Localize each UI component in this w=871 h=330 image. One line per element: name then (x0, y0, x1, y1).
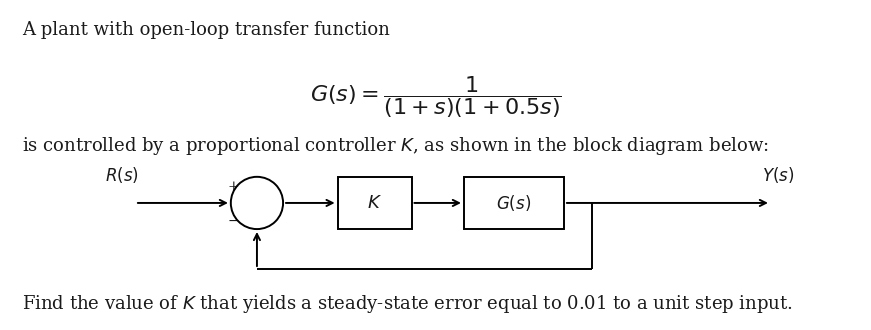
Text: $Y(s)$: $Y(s)$ (761, 165, 794, 185)
Text: $R(s)$: $R(s)$ (105, 165, 138, 185)
Text: is controlled by a proportional controller $K$, as shown in the block diagram be: is controlled by a proportional controll… (22, 135, 769, 157)
Text: $G(s) = \dfrac{1}{(1+s)(1+0.5s)}$: $G(s) = \dfrac{1}{(1+s)(1+0.5s)}$ (309, 74, 562, 120)
Text: $G(s)$: $G(s)$ (496, 193, 531, 213)
Bar (338, 178, 411, 228)
Text: A plant with open-loop transfer function: A plant with open-loop transfer function (22, 21, 389, 40)
Bar (463, 178, 564, 228)
Text: +: + (227, 180, 240, 194)
Text: −: − (227, 214, 240, 228)
Text: $K$: $K$ (367, 194, 382, 212)
Text: Find the value of $K$ that yields a steady-state error equal to 0.01 to a unit s: Find the value of $K$ that yields a stea… (22, 293, 793, 315)
